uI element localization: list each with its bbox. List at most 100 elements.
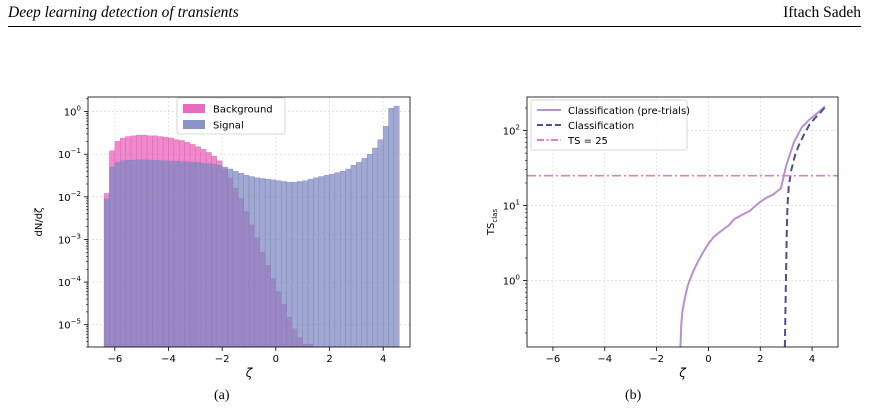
histogram-bar <box>157 160 164 348</box>
y-tick-label: 101 <box>503 199 520 213</box>
x-tick-label: −2 <box>215 354 230 365</box>
plot-frame <box>87 96 411 348</box>
histogram-bar <box>340 170 346 348</box>
histogram-bar <box>350 165 357 348</box>
legend-swatch <box>183 104 205 113</box>
histogram-bar <box>173 161 180 348</box>
histogram-bar <box>114 161 121 348</box>
histogram-bar <box>232 170 239 348</box>
histogram-bar <box>281 181 287 348</box>
legend-label: Background <box>213 105 273 116</box>
chart-b: −6 −4 −2 0 2 4 100 101 102 ζ TSclas Classification … <box>486 96 839 380</box>
histogram-bar <box>162 160 169 348</box>
x-tick-label: −6 <box>107 354 122 365</box>
y-axis-label: TSclas <box>486 209 499 237</box>
header-title: Deep learning detection of transients <box>8 4 239 21</box>
histogram-bar <box>329 173 336 348</box>
x-axis-label: ζ <box>245 366 254 380</box>
histogram-bar <box>334 172 341 348</box>
x-tick-label: 4 <box>380 354 386 365</box>
histogram-bar <box>125 160 132 348</box>
header-rule <box>8 26 861 27</box>
legend-label: Classification (pre-trials) <box>568 106 690 117</box>
histogram-bar <box>184 161 191 348</box>
histogram-bar <box>243 175 250 348</box>
caption-a: (a) <box>214 388 230 403</box>
histogram-bar <box>366 154 373 348</box>
y-tick-label: 10−4 <box>58 275 82 289</box>
y-tick-label: 10−1 <box>58 147 81 161</box>
histogram-bar <box>136 159 142 348</box>
series-line-classification-pre-trials <box>679 105 826 347</box>
x-tick-label: −4 <box>597 354 612 365</box>
legend-label: Signal <box>213 121 244 132</box>
x-tick-label: 2 <box>757 354 763 365</box>
histogram-bar <box>238 172 244 348</box>
histogram-bar <box>195 162 201 348</box>
y-tick-label: 10−2 <box>58 190 81 204</box>
histogram-bar <box>227 168 234 348</box>
histogram-bar <box>275 180 282 348</box>
histogram-bar <box>372 147 378 348</box>
histogram-bar <box>297 181 303 348</box>
histogram-bar <box>254 177 260 348</box>
histogram-bar <box>221 166 228 348</box>
histogram-bar <box>393 105 400 348</box>
histogram-bar <box>119 160 126 348</box>
histogram-bar <box>382 126 389 348</box>
histogram-bar <box>270 179 277 348</box>
histogram-bar <box>361 158 368 348</box>
x-tick-label: 2 <box>326 354 332 365</box>
histogram-bar <box>313 177 319 348</box>
histogram-bar <box>291 182 298 348</box>
histogram-bar <box>388 108 395 348</box>
chart-a: −6 −4 −2 0 2 4 10−5 10−4 10−3 10−2 10−1 100 ζ dN/dζ Ba… <box>34 96 411 380</box>
histogram-bar <box>259 178 266 348</box>
x-tick-label: 4 <box>809 354 815 365</box>
y-tick-label: 10−3 <box>58 232 81 246</box>
series-signal <box>103 105 400 348</box>
histogram-bar <box>200 162 207 348</box>
x-tick-label: −4 <box>161 354 176 365</box>
histogram-bar <box>211 164 218 348</box>
legend-box <box>530 99 688 151</box>
histogram-bar <box>141 159 148 348</box>
x-tick-label: −6 <box>546 354 561 365</box>
histogram-bar <box>248 176 255 348</box>
histogram-bar <box>377 139 384 348</box>
histogram-bar <box>356 161 362 348</box>
header-author: Iftach Sadeh <box>783 4 861 21</box>
legend: Background Signal <box>176 97 286 135</box>
histogram-bar <box>205 163 212 348</box>
histogram-bar <box>318 176 325 348</box>
histogram-bar <box>264 178 271 348</box>
y-tick-label: 100 <box>64 105 81 119</box>
histogram-bar <box>345 168 352 348</box>
histogram-bar <box>152 160 158 348</box>
y-axis-label: dN/dζ <box>34 208 45 237</box>
series-line-classification <box>783 104 828 347</box>
histogram-bar <box>307 178 314 348</box>
histogram-bar <box>168 160 175 348</box>
histogram-bar <box>146 159 153 348</box>
histogram-bar <box>286 182 293 348</box>
caption-b: (b) <box>625 388 642 403</box>
y-tick-label: 100 <box>503 274 520 288</box>
histogram-bar <box>323 175 330 348</box>
x-axis-label: ζ <box>678 366 687 380</box>
legend-swatch <box>183 120 205 129</box>
histogram-bar <box>189 161 196 348</box>
histogram-bar <box>179 161 185 348</box>
histogram-bar <box>109 166 116 348</box>
legend-label: Classification <box>568 121 634 132</box>
x-tick-label: −2 <box>649 354 664 365</box>
x-tick-label: 0 <box>273 354 279 365</box>
histogram-bar <box>302 180 309 348</box>
histogram-bar <box>103 198 110 348</box>
y-tick-label: 102 <box>503 124 520 138</box>
histogram-bar <box>130 159 137 348</box>
legend: Classification (pre-trials) Classificatio… <box>530 99 690 151</box>
y-tick-label: 10−5 <box>58 318 81 332</box>
x-tick-label: 0 <box>705 354 711 365</box>
